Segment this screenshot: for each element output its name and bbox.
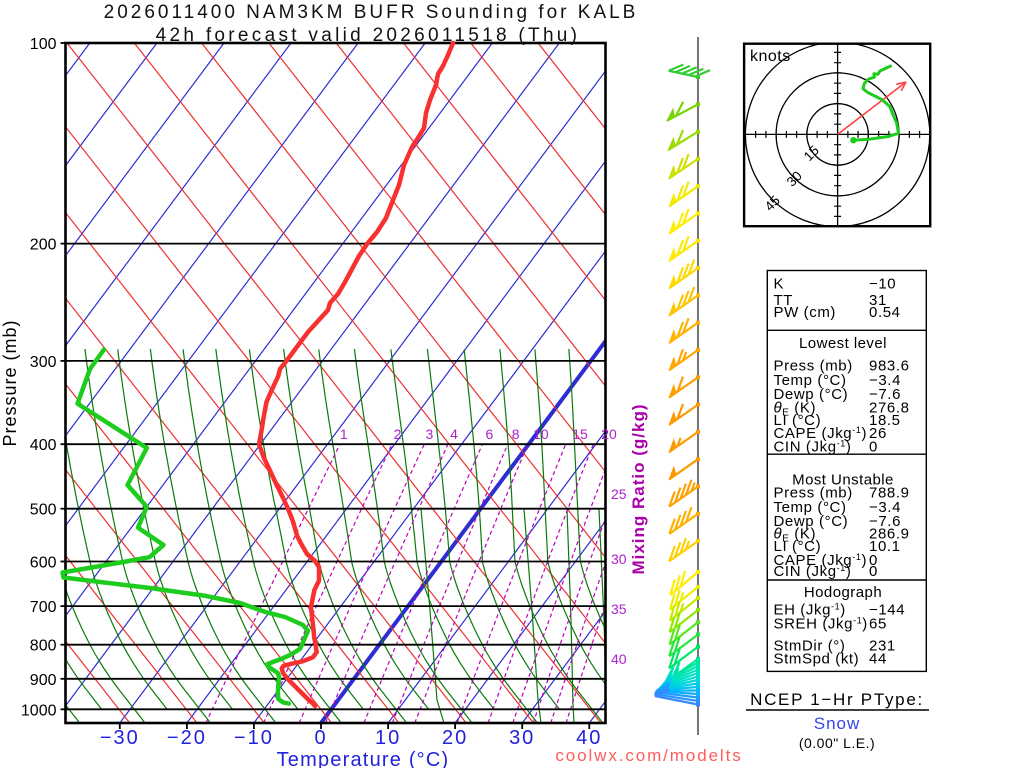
svg-text:Most Unstable: Most Unstable xyxy=(792,472,894,489)
svg-text:EH (Jkg-1): EH (Jkg-1) xyxy=(774,602,846,619)
svg-text:0: 0 xyxy=(869,563,878,580)
svg-text:θE (K): θE (K) xyxy=(774,399,817,418)
svg-text:15: 15 xyxy=(572,426,588,442)
svg-text:231: 231 xyxy=(869,637,896,654)
svg-text:knots: knots xyxy=(750,48,791,65)
svg-text:Temperature (°C): Temperature (°C) xyxy=(277,749,450,768)
svg-text:NCEP 1−Hr PType:: NCEP 1−Hr PType: xyxy=(750,690,924,709)
svg-text:20: 20 xyxy=(601,426,617,442)
svg-text:983.6: 983.6 xyxy=(869,358,910,375)
svg-text:K: K xyxy=(774,275,785,292)
svg-text:1: 1 xyxy=(340,426,348,442)
svg-text:0: 0 xyxy=(314,727,327,749)
svg-text:42h forecast valid 2026011518: 42h forecast valid 2026011518 (Thu) xyxy=(156,25,581,46)
svg-text:2: 2 xyxy=(394,426,402,442)
svg-text:4: 4 xyxy=(450,426,458,442)
svg-text:CAPE (Jkg-1): CAPE (Jkg-1) xyxy=(774,552,868,569)
svg-text:−7.6: −7.6 xyxy=(869,513,901,530)
svg-text:Pressure (mb): Pressure (mb) xyxy=(0,319,20,446)
svg-text:20: 20 xyxy=(442,727,468,749)
svg-text:−7.6: −7.6 xyxy=(869,386,901,403)
svg-text:Dewp (°C): Dewp (°C) xyxy=(774,386,849,403)
svg-text:−10: −10 xyxy=(869,275,896,292)
svg-text:35: 35 xyxy=(611,601,627,617)
svg-text:LI (°C): LI (°C) xyxy=(774,538,822,555)
svg-text:CIN (Jkg-1): CIN (Jkg-1) xyxy=(774,563,852,580)
svg-text:10: 10 xyxy=(533,426,549,442)
svg-text:100: 100 xyxy=(30,36,57,53)
svg-text:200: 200 xyxy=(30,237,57,254)
svg-text:600: 600 xyxy=(30,555,57,572)
svg-text:800: 800 xyxy=(30,638,57,655)
svg-text:8: 8 xyxy=(512,426,520,442)
svg-text:286.9: 286.9 xyxy=(869,525,910,542)
svg-text:(0.00" L.E.): (0.00" L.E.) xyxy=(799,735,875,751)
svg-text:SREH (Jkg-1): SREH (Jkg-1) xyxy=(774,616,868,633)
svg-text:Hodograph: Hodograph xyxy=(804,584,882,601)
svg-text:−3.4: −3.4 xyxy=(869,372,901,389)
svg-text:StmDir (°): StmDir (°) xyxy=(774,637,846,654)
svg-text:−3.4: −3.4 xyxy=(869,499,901,516)
svg-text:40: 40 xyxy=(611,651,627,667)
svg-text:Press (mb): Press (mb) xyxy=(774,484,853,501)
svg-text:30: 30 xyxy=(611,551,627,567)
svg-text:−30: −30 xyxy=(100,727,140,749)
svg-text:65: 65 xyxy=(869,616,887,633)
svg-text:788.9: 788.9 xyxy=(869,484,910,501)
svg-text:6: 6 xyxy=(486,426,494,442)
svg-text:2026011400 NAM3KM BUFR Soundin: 2026011400 NAM3KM BUFR Sounding for KALB xyxy=(104,2,639,23)
svg-text:3: 3 xyxy=(426,426,434,442)
svg-text:0: 0 xyxy=(869,552,878,569)
svg-text:−20: −20 xyxy=(167,727,207,749)
svg-text:−10: −10 xyxy=(234,727,274,749)
svg-text:30: 30 xyxy=(509,727,535,749)
svg-text:40: 40 xyxy=(576,727,602,749)
svg-text:26: 26 xyxy=(869,425,887,442)
svg-text:700: 700 xyxy=(30,599,57,616)
svg-text:−144: −144 xyxy=(869,602,905,619)
svg-text:1000: 1000 xyxy=(21,702,57,719)
svg-text:Temp (°C): Temp (°C) xyxy=(774,372,847,389)
svg-text:900: 900 xyxy=(30,672,57,689)
svg-text:300: 300 xyxy=(30,354,57,371)
svg-text:CAPE (Jkg-1): CAPE (Jkg-1) xyxy=(774,425,868,442)
svg-text:0: 0 xyxy=(869,438,878,455)
svg-text:Lowest level: Lowest level xyxy=(799,335,887,352)
svg-text:44: 44 xyxy=(869,651,887,668)
svg-text:25: 25 xyxy=(611,486,627,502)
svg-text:PW (cm): PW (cm) xyxy=(774,304,837,321)
svg-text:Dewp (°C): Dewp (°C) xyxy=(774,513,849,530)
svg-text:TT: TT xyxy=(774,292,794,309)
svg-text:400: 400 xyxy=(30,437,57,454)
svg-text:CIN (Jkg-1): CIN (Jkg-1) xyxy=(774,438,852,455)
svg-text:18.5: 18.5 xyxy=(869,412,901,429)
svg-text:0.54: 0.54 xyxy=(869,304,901,321)
svg-text:Snow: Snow xyxy=(814,714,861,733)
svg-text:31: 31 xyxy=(869,292,887,309)
svg-text:Press (mb): Press (mb) xyxy=(774,358,853,375)
svg-text:276.8: 276.8 xyxy=(869,399,910,416)
svg-text:θE (K): θE (K) xyxy=(774,525,817,544)
svg-text:10: 10 xyxy=(375,727,401,749)
svg-text:StmSpd (kt): StmSpd (kt) xyxy=(774,651,860,668)
svg-text:10.1: 10.1 xyxy=(869,538,901,555)
svg-text:Temp (°C): Temp (°C) xyxy=(774,499,847,516)
svg-text:500: 500 xyxy=(30,502,57,519)
svg-text:LI (°C): LI (°C) xyxy=(774,412,822,429)
svg-text:coolwx.com/modelts: coolwx.com/modelts xyxy=(555,746,742,765)
svg-text:Mixing Ratio (g/kg): Mixing Ratio (g/kg) xyxy=(629,403,648,574)
